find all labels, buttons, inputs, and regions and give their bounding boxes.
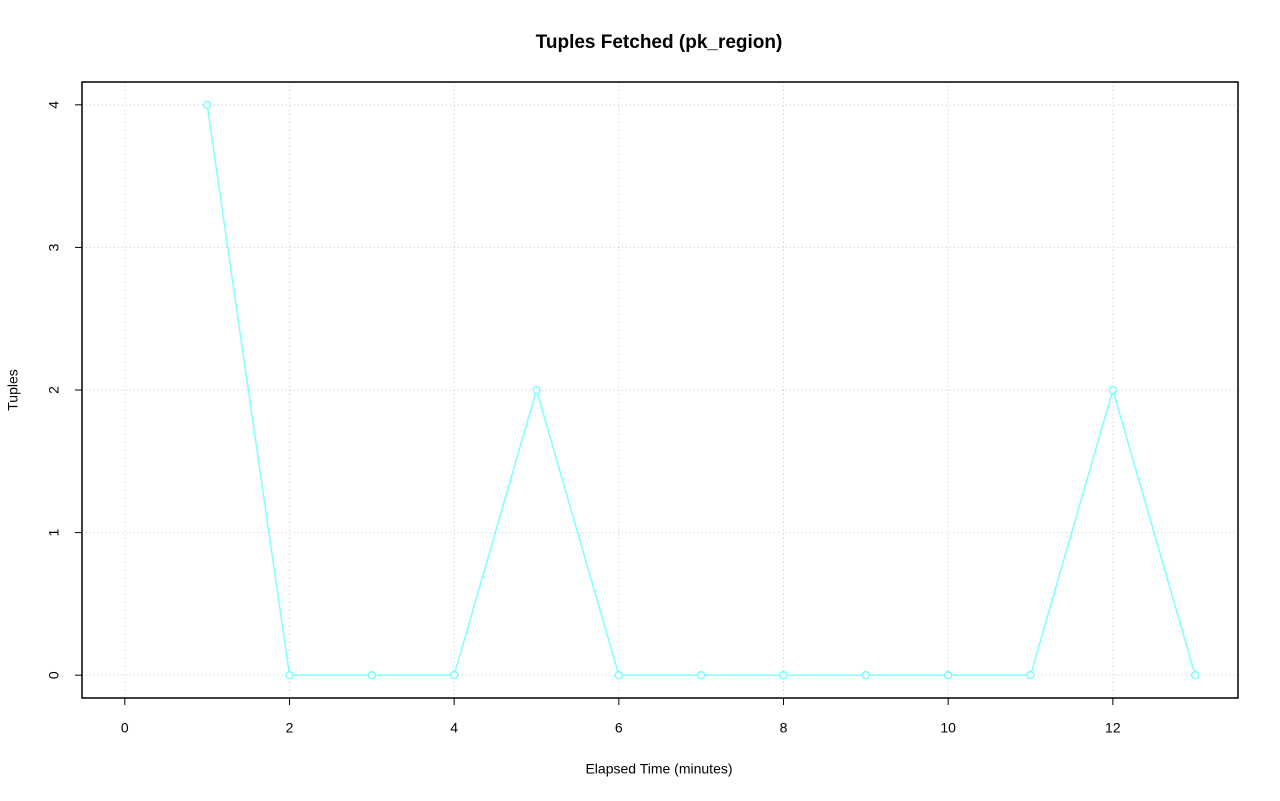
y-tick-label: 2	[46, 386, 62, 394]
data-point	[1108, 385, 1118, 395]
data-point	[614, 670, 624, 680]
data-point	[696, 670, 706, 680]
y-tick-label: 4	[46, 101, 62, 109]
data-point	[1190, 670, 1200, 680]
data-point	[367, 670, 377, 680]
y-tick-label: 1	[46, 528, 62, 536]
data-point	[202, 100, 212, 110]
y-axis-label: Tuples	[5, 369, 21, 411]
data-point	[1026, 670, 1035, 680]
data-point	[861, 670, 871, 680]
plot-frame	[81, 81, 1239, 699]
x-tick-label: 12	[1105, 720, 1121, 736]
x-tick-label: 4	[450, 720, 458, 736]
data-point	[943, 670, 953, 680]
data-point	[285, 670, 294, 680]
y-tick-label: 0	[46, 671, 62, 679]
x-tick-label: 8	[780, 720, 788, 736]
chart-title: Tuples Fetched (pk_region)	[536, 32, 783, 53]
x-tick-label: 10	[940, 720, 956, 736]
x-tick-label: 0	[121, 720, 129, 736]
data-point	[449, 670, 459, 680]
x-axis-label: Elapsed Time (minutes)	[585, 761, 732, 777]
y-tick-label: 3	[46, 243, 62, 251]
x-tick-label: 6	[615, 720, 623, 736]
x-tick-label: 2	[286, 720, 294, 736]
data-point	[779, 670, 788, 680]
data-point	[532, 385, 541, 395]
